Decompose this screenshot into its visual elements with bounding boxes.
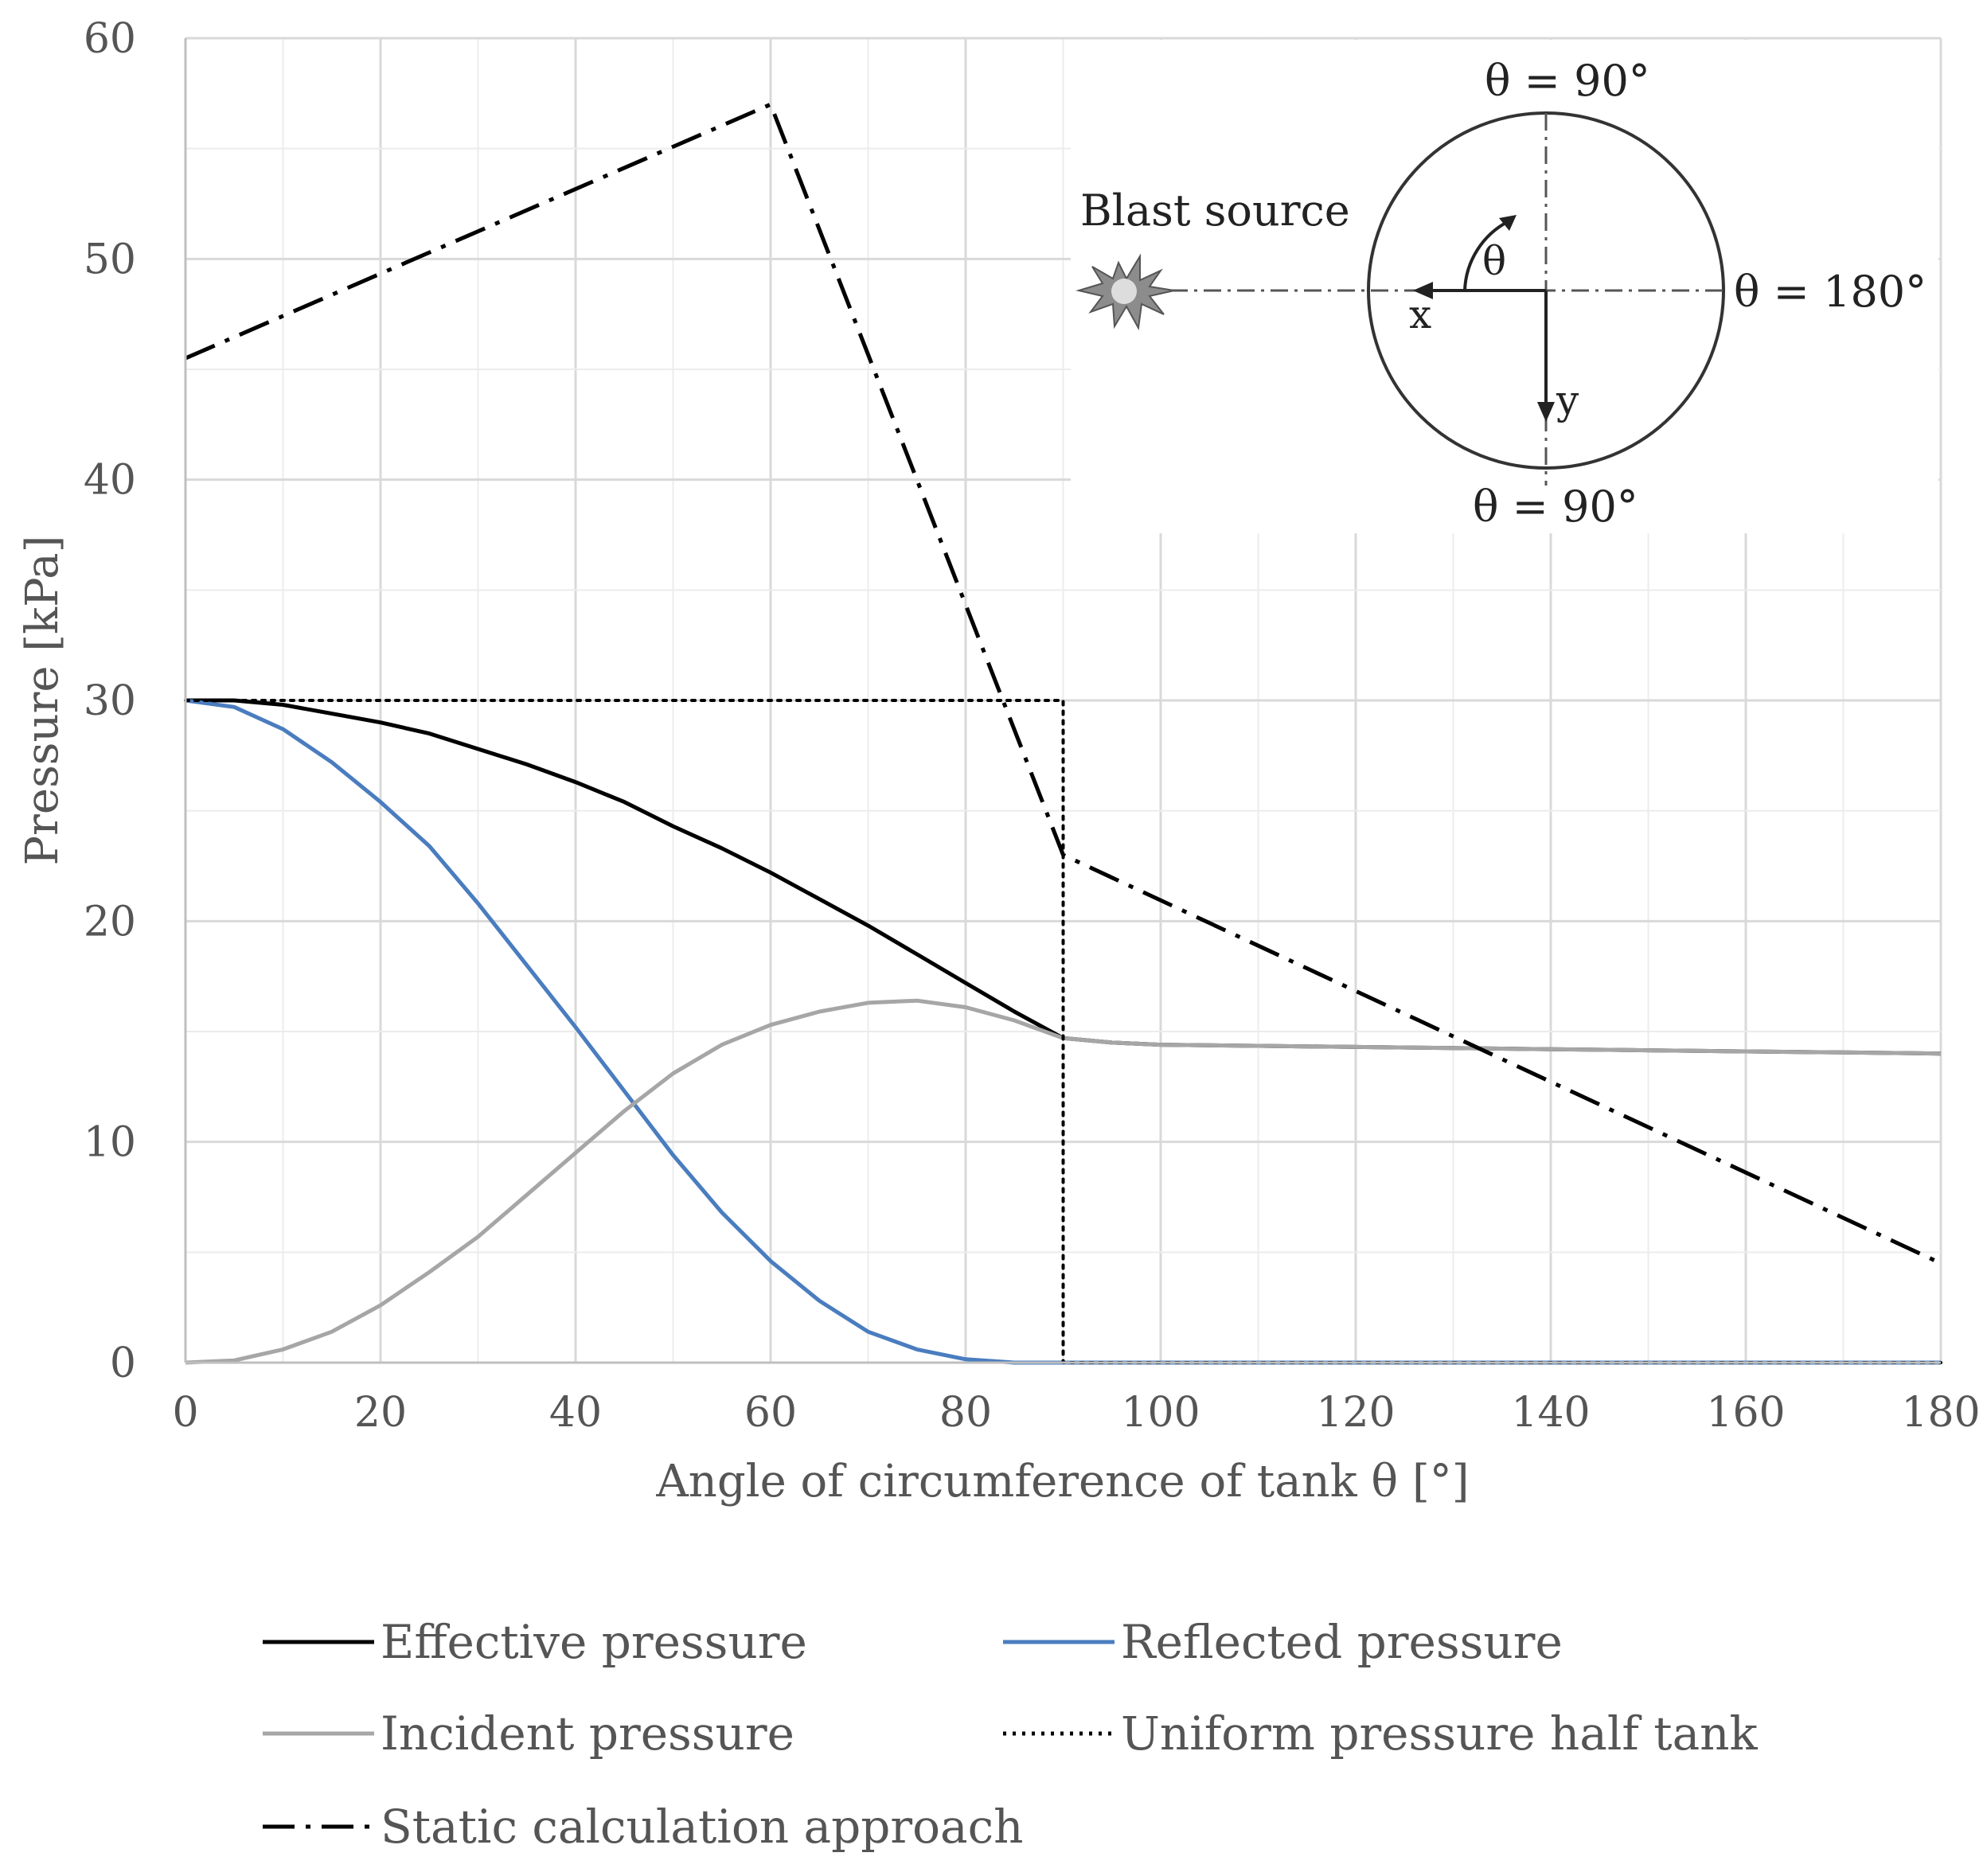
y-axis-title: Pressure [kPa] <box>17 535 68 865</box>
y-tick-label: 20 <box>84 898 136 946</box>
legend-item-uniform-pressure-half-tank: Uniform pressure half tank <box>1003 1706 1759 1761</box>
theta-bottom-label: θ = 90° <box>1473 482 1638 532</box>
axes <box>184 38 1941 1364</box>
x-tick-label: 140 <box>1511 1389 1590 1437</box>
x-arrow-head-icon <box>1413 282 1433 299</box>
legend-label: Uniform pressure half tank <box>1121 1706 1759 1761</box>
inset-diagram: Blast source θ = 90° θ = 90° θ = 180° θ … <box>1071 40 1938 533</box>
theta-arrow-head-icon <box>1499 215 1517 231</box>
x-tick-label: 120 <box>1316 1389 1395 1437</box>
legend-item-incident-pressure: Incident pressure <box>263 1706 794 1761</box>
x-tick-label: 160 <box>1706 1389 1785 1437</box>
inset-background <box>1071 40 1938 533</box>
theta-right-label: θ = 180° <box>1734 267 1926 317</box>
x-tick-label: 180 <box>1901 1389 1980 1437</box>
y-arrow-head-icon <box>1537 402 1555 422</box>
legend-label: Incident pressure <box>381 1706 794 1761</box>
x-tick-label: 20 <box>354 1389 407 1437</box>
legend-item-static-calculation-approach: Static calculation approach <box>263 1800 1023 1854</box>
x-axis-title: Angle of circumference of tank θ [°] <box>655 1456 1469 1507</box>
y-tick-label: 40 <box>84 457 136 505</box>
legend-label: Effective pressure <box>381 1615 807 1669</box>
series-static-calculation-approach <box>185 102 1942 1266</box>
blast-source-highlight <box>1111 279 1137 304</box>
data-series <box>184 102 1942 1365</box>
y-tick-label: 0 <box>110 1340 136 1387</box>
x-axis-label: x <box>1409 291 1431 337</box>
tick-labels: 0 20 40 60 80 100 120 140 160 180 0 10 20 30 40 50 60 <box>84 15 1981 1437</box>
series-line-static-calculation-approach <box>185 102 1942 1266</box>
x-tick-label: 60 <box>744 1389 797 1437</box>
y-tick-label: 30 <box>84 677 136 725</box>
y-tick-label: 10 <box>84 1119 136 1167</box>
legend: Effective pressure Reflected pressure Inci… <box>263 1615 1759 1854</box>
legend-label: Static calculation approach <box>381 1800 1023 1854</box>
series-incident-pressure <box>185 998 1942 1365</box>
blast-source-label: Blast source <box>1080 185 1350 236</box>
theta-top-label: θ = 90° <box>1485 56 1650 106</box>
y-tick-label: 50 <box>84 236 136 283</box>
x-tick-label: 80 <box>939 1389 992 1437</box>
theta-arc <box>1463 220 1509 291</box>
y-axis-label: y <box>1556 377 1579 423</box>
legend-item-effective-pressure: Effective pressure <box>263 1615 807 1669</box>
legend-item-reflected-pressure: Reflected pressure <box>1003 1615 1563 1669</box>
x-tick-label: 100 <box>1121 1389 1200 1437</box>
legend-label: Reflected pressure <box>1121 1615 1563 1669</box>
series-line-incident-pressure <box>185 998 1942 1365</box>
x-tick-label: 40 <box>549 1389 602 1437</box>
theta-label: θ <box>1482 238 1506 284</box>
x-tick-label: 0 <box>172 1389 198 1437</box>
y-tick-label: 60 <box>84 15 136 63</box>
